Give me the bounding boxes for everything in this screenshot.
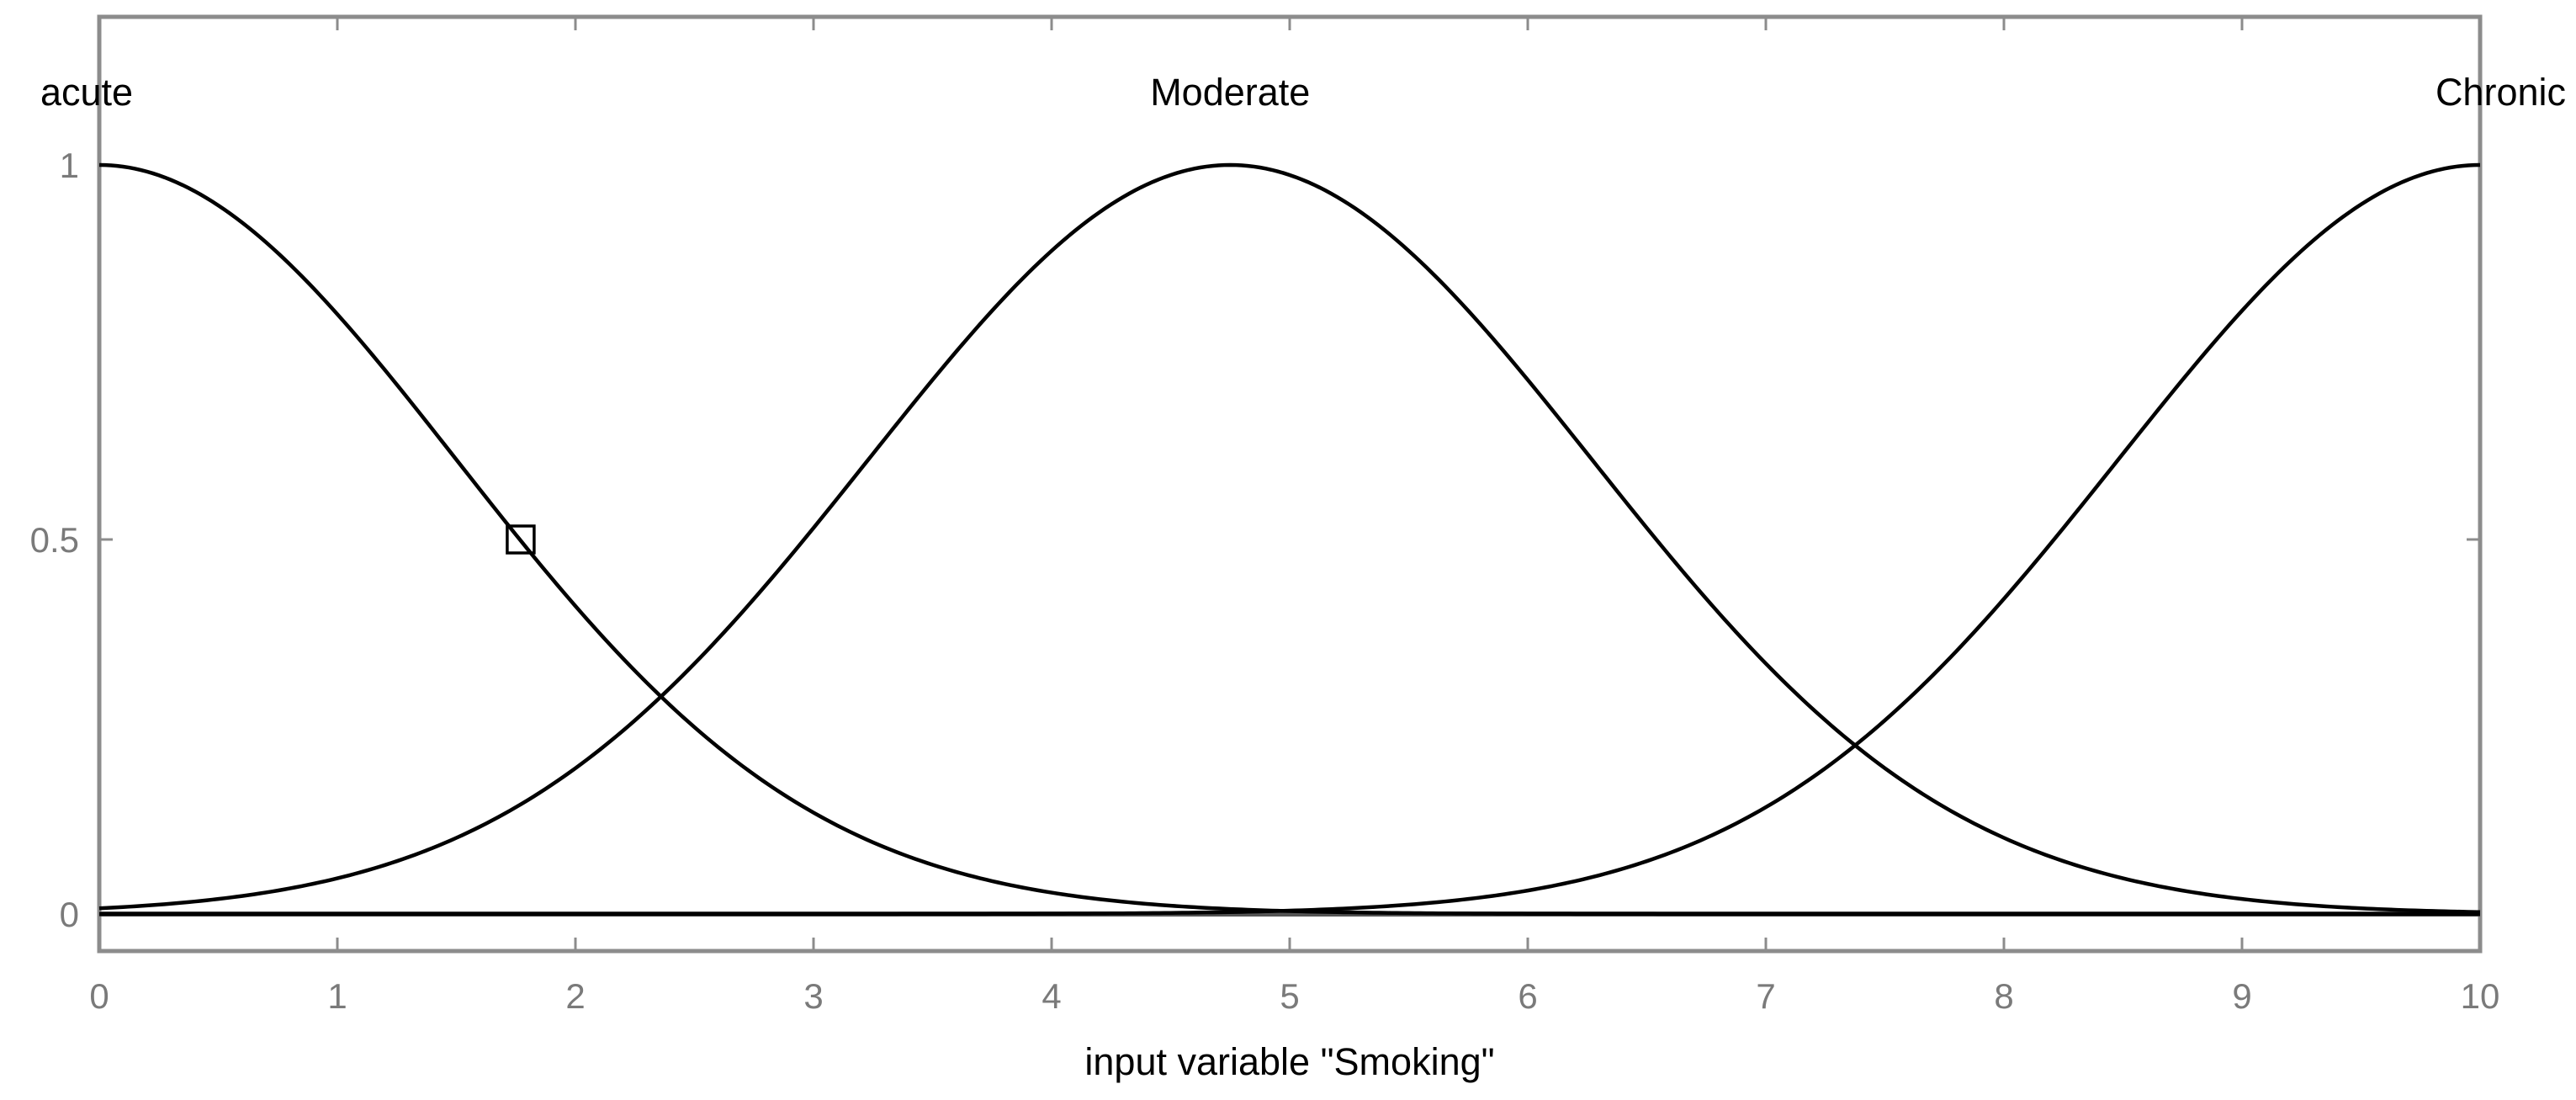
y-tick-label-0: 0 — [60, 895, 79, 934]
curve-label-chronic: Chronic — [2436, 71, 2566, 114]
x-tick-label-0: 0 — [89, 976, 109, 1016]
plot-frame — [97, 14, 2483, 954]
membership-curves — [98, 162, 2481, 917]
y-tick-label-0.5: 0.5 — [30, 520, 79, 560]
x-tick-label-5: 5 — [1280, 976, 1299, 1016]
curve-label-acute: acute — [40, 71, 133, 114]
y-tick-label-1: 1 — [60, 146, 79, 185]
x-tick-label-7: 7 — [1756, 976, 1775, 1016]
x-tick-label-10: 10 — [2461, 976, 2500, 1016]
x-tick-label-4: 4 — [1042, 976, 1061, 1016]
x-tick-label-2: 2 — [565, 976, 585, 1016]
curve-moderate — [98, 162, 2481, 914]
x-tick-label-8: 8 — [1994, 976, 2013, 1016]
x-tick-label-6: 6 — [1518, 976, 1537, 1016]
x-tick-label-3: 3 — [803, 976, 823, 1016]
selection-marker — [506, 524, 536, 555]
x-tick-label-9: 9 — [2232, 976, 2251, 1016]
curve-labels: acute Moderate Chronic — [40, 71, 2566, 114]
x-tick-label-1: 1 — [327, 976, 347, 1016]
curve-label-moderate: Moderate — [1150, 71, 1310, 114]
x-axis-title: input variable "Smoking" — [1084, 1040, 1494, 1083]
curve-chronic — [99, 162, 2481, 917]
